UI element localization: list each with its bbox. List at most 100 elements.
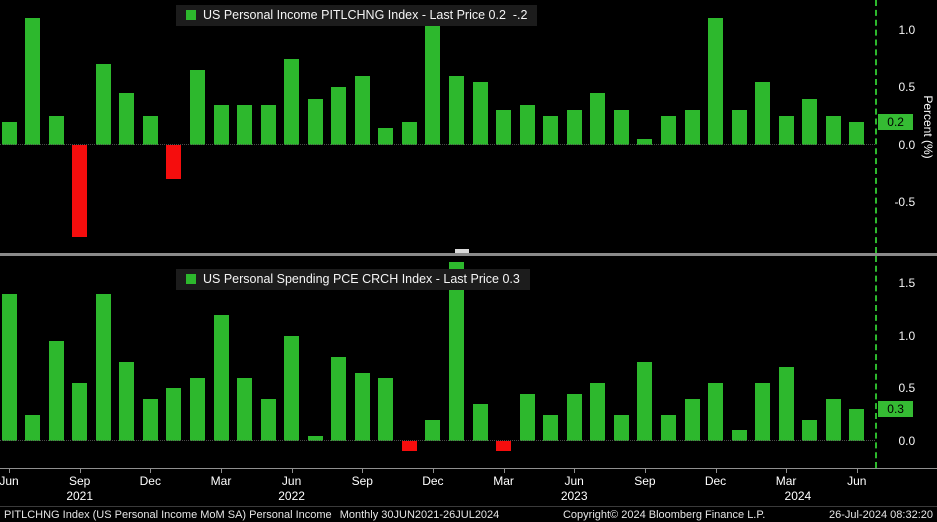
x-axis-tick [432,469,434,473]
spending-y-axis: 0.3 1.5 1.0 0.5 0.0 [877,256,937,468]
bar-sep-2022 [354,372,370,441]
bar-jan-2023 [448,75,464,145]
bar-jun-2022 [284,58,300,145]
x-axis-month-label: Dec [139,474,161,488]
income-last-price-box: 0.2 [878,113,914,130]
bar-jun-2023 [566,393,582,441]
bar-dec-2023 [708,18,723,145]
y-axis-tick-label: 0.5 [898,381,916,396]
bar-apr-2023 [519,393,535,441]
bar-jul-2023 [590,383,606,441]
x-axis-month-label: Jun [281,474,302,488]
y-axis-tick-label: 0.5 [898,80,916,95]
bar-may-2022 [260,398,276,441]
bar-may-2022 [260,104,276,145]
legend-swatch-icon [186,274,196,284]
x-axis-year-label: 2021 [66,489,94,503]
spending-legend-label: US Personal Spending PCE CRCH Index - La… [203,272,520,286]
y-axis-tick-label: -0.5 [894,195,916,210]
bar-oct-2023 [660,116,676,145]
x-axis-tick [574,469,576,473]
panel-separator [0,249,937,256]
bar-jan-2024 [731,430,747,441]
income-legend[interactable]: US Personal Income PITLCHNG Index - Last… [176,5,538,26]
bar-aug-2022 [331,356,347,441]
spending-legend[interactable]: US Personal Spending PCE CRCH Index - La… [176,269,530,290]
spending-panel: US Personal Spending PCE CRCH Index - La… [0,256,937,468]
bar-oct-2022 [378,377,394,441]
bar-jul-2022 [307,435,323,441]
income-chart-plot[interactable]: US Personal Income PITLCHNG Index - Last… [0,0,878,253]
bar-mar-2022 [213,314,229,441]
bar-dec-2022 [425,419,441,441]
x-axis-month-label: Sep [69,474,91,488]
bar-feb-2024 [755,81,771,145]
bar-sep-2022 [354,75,370,145]
bar-nov-2023 [684,110,700,145]
bar-sep-2023 [637,362,653,441]
bar-dec-2021 [142,116,158,145]
bar-mar-2022 [213,104,229,145]
bar-nov-2023 [684,398,700,441]
income-panel: US Personal Income PITLCHNG Index - Last… [0,0,937,253]
spending-chart-plot[interactable]: US Personal Spending PCE CRCH Index - La… [0,256,878,468]
y-axis-tick-label: 1.0 [898,328,916,343]
bar-sep-2021 [72,144,88,237]
bar-apr-2024 [802,98,818,145]
bar-aug-2023 [613,414,629,441]
bar-mar-2024 [778,367,794,441]
x-axis-month-label: Dec [422,474,444,488]
income-legend-label: US Personal Income PITLCHNG Index - Last… [203,8,528,22]
y-axis-tick-label: 0.0 [898,433,916,448]
bar-nov-2021 [119,93,135,145]
bar-sep-2021 [72,383,88,441]
bar-oct-2021 [95,293,111,441]
bar-apr-2023 [519,104,535,145]
y-axis-tick-label: 1.5 [898,276,916,291]
bar-jan-2024 [731,110,747,145]
bar-jan-2023 [448,262,464,441]
bar-dec-2021 [142,398,158,441]
x-axis-month-label: Mar [775,474,797,488]
footer-security-info: PITLCHNG Index (US Personal Income MoM S… [4,509,332,521]
bar-may-2024 [825,116,841,145]
x-axis-tick [150,469,152,473]
bar-nov-2022 [401,121,417,145]
x-axis-tick [644,469,646,473]
bar-feb-2022 [189,377,205,441]
x-axis-tick [715,469,717,473]
y-axis-tick-label: 0.0 [898,137,916,152]
x-axis-tick [79,469,81,473]
bar-may-2023 [543,414,559,441]
x-axis-month-label: Dec [704,474,727,488]
bar-oct-2021 [95,64,111,145]
bar-aug-2021 [48,341,64,441]
income-zero-line [0,144,876,146]
x-axis: Jun Sep Dec Mar Jun Sep Dec Mar Jun Sep Dec Mar Jun 2… [0,468,937,506]
spending-last-price-box: 0.3 [878,401,914,418]
footer-period: Monthly 30JUN2021-26JUL2024 [339,509,500,521]
income-y-axis: 0.2 Percent (%) 1.0 0.5 0.0 -0.5 [877,0,937,253]
footer-copyright: Copyright© 2024 Bloomberg Finance L.P. [562,509,766,521]
bar-dec-2023 [708,383,723,441]
bar-feb-2022 [189,70,205,145]
percent-axis-title: Percent (%) [921,94,936,159]
x-axis-month-label: Mar [210,474,232,488]
bar-oct-2023 [660,414,676,441]
bar-feb-2023 [472,404,488,441]
bar-apr-2022 [237,104,252,145]
bar-aug-2021 [48,116,64,145]
bar-mar-2023 [496,110,512,145]
bar-jun-2021 [1,121,17,145]
x-axis-year-label: 2023 [560,489,588,503]
x-axis-year-label: 2022 [278,489,305,503]
bar-sep-2023 [637,139,653,145]
x-axis-tick [362,469,364,473]
bar-feb-2024 [755,383,771,441]
panel-resize-handle[interactable] [455,249,469,253]
bar-nov-2021 [119,362,135,441]
bar-jul-2021 [25,18,40,145]
bar-jan-2022 [166,144,182,180]
x-axis-month-label: Mar [493,474,514,488]
